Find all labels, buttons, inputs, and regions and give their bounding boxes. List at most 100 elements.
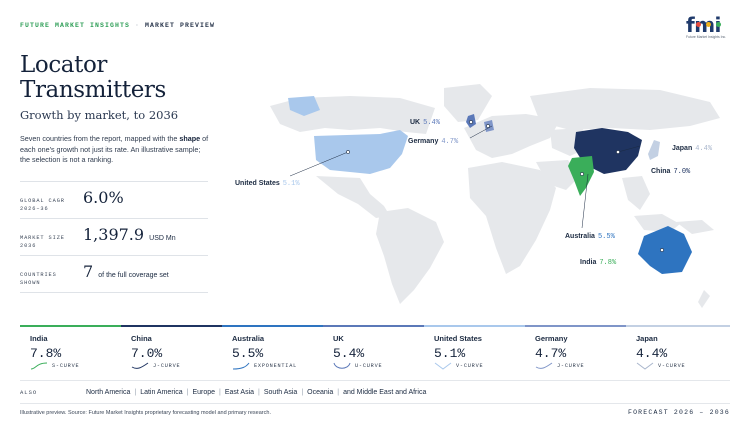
- card-cagr-value: 4.4%: [636, 346, 668, 361]
- leader-lines: [289, 125, 641, 229]
- title-line-2: Transmitters: [20, 77, 166, 103]
- description-pre: Seven countries from the report, mapped …: [20, 134, 180, 143]
- country-card-japan: Japan 4.4% V-CURVE: [626, 325, 730, 373]
- world-map-svg: [270, 84, 720, 308]
- card-cagr-value: 7.8%: [30, 346, 62, 361]
- card-country-name: Germany: [535, 334, 568, 343]
- top-bar: FUTURE MARKET INSIGHTS · MARKET PREVIEW: [20, 22, 215, 29]
- region-item: North America: [86, 389, 131, 396]
- stat-label: GLOBAL CAGR 2026–36: [20, 198, 65, 212]
- card-curve-type: S-CURVE: [52, 363, 80, 369]
- country-card-india: India 7.8% S-CURVE: [20, 325, 121, 373]
- fmi-logo: fmi Future Market Insights Inc.: [686, 13, 732, 42]
- card-accent-bar: [525, 325, 626, 327]
- card-curve-type: U-CURVE: [355, 363, 383, 369]
- j-curve-icon: [535, 362, 553, 369]
- country-card-australia: Australia 5.5% EXPONENTIAL: [222, 325, 323, 373]
- region-item: Oceania: [307, 389, 334, 396]
- j-curve-icon: [131, 362, 149, 369]
- stat-value: 7 of the full coverage set: [83, 262, 169, 281]
- card-country-name: Japan: [636, 334, 658, 343]
- stat-unit: USD Mn: [149, 235, 176, 242]
- card-country-name: China: [131, 334, 152, 343]
- map-label-australia: Australia 5.5%: [565, 233, 615, 241]
- stat-label: MARKET SIZE 2036: [20, 235, 65, 249]
- map-label-japan: Japan 4.4%: [672, 145, 713, 153]
- v-curve-icon: [636, 362, 654, 370]
- map-label-uk: UK 5.4%: [410, 119, 440, 127]
- title-line-1: Locator: [20, 52, 107, 78]
- card-country-name: India: [30, 334, 48, 343]
- card-accent-bar: [222, 325, 323, 327]
- also-label: ALSO: [20, 389, 38, 396]
- also-regions: ALSO North America | Latin America | Europe | E…: [20, 389, 427, 396]
- page-subtitle: Growth by market, to 2036: [20, 108, 179, 122]
- card-accent-bar: [424, 325, 525, 327]
- description: Seven countries from the report, mapped …: [20, 134, 210, 166]
- stat-label: COUNTRIES SHOWN: [20, 272, 57, 286]
- country-card-united-states: United States 5.1% V-CURVE: [424, 325, 525, 373]
- page-title: Locator Transmitters: [20, 53, 166, 103]
- country-strip: India 7.8% S-CURVE China 7.0% J-CURVE Au…: [20, 325, 730, 373]
- footer-note: Illustrative preview. Source: Future Mar…: [20, 410, 271, 416]
- card-cagr-value: 5.4%: [333, 346, 365, 361]
- region-item: Europe: [192, 389, 216, 396]
- stat-divider: [20, 292, 208, 293]
- card-cagr-value: 5.5%: [232, 346, 264, 361]
- card-cagr-value: 7.0%: [131, 346, 163, 361]
- card-accent-bar: [626, 325, 730, 327]
- header-separator: ·: [135, 22, 141, 29]
- card-curve-type: V-CURVE: [456, 363, 484, 369]
- v-curve-icon: [434, 362, 452, 370]
- also-divider: [20, 380, 730, 381]
- card-accent-bar: [20, 325, 121, 327]
- card-cagr-value: 4.7%: [535, 346, 567, 361]
- map-alaska: [288, 96, 320, 116]
- map-label-india: India 7.8%: [580, 259, 617, 267]
- region-item: and Middle East and Africa: [343, 389, 427, 396]
- map-label-united-states: United States 5.1%: [235, 180, 300, 188]
- card-accent-bar: [121, 325, 222, 327]
- logo-text: fmi: [686, 13, 721, 37]
- footer-divider: [20, 403, 730, 404]
- stat-value: 6.0%: [83, 188, 124, 207]
- map-india: [568, 156, 594, 196]
- stat-unit: of the full coverage set: [98, 272, 169, 279]
- card-country-name: United States: [434, 334, 482, 343]
- description-post: of each one's growth not just its rate. …: [20, 134, 209, 164]
- region-item: Latin America: [140, 389, 183, 396]
- u-curve-icon: [333, 362, 351, 369]
- section-name: MARKET PREVIEW: [145, 22, 216, 29]
- country-card-china: China 7.0% J-CURVE: [121, 325, 222, 373]
- country-card-uk: UK 5.4% U-CURVE: [323, 325, 424, 373]
- logo-subtext: Future Market Insights Inc.: [686, 35, 727, 39]
- map-united-states: [314, 130, 408, 174]
- stat-countries-shown: COUNTRIES SHOWN 7 of the full coverage se…: [20, 255, 208, 292]
- map-australia: [638, 226, 692, 274]
- map-label-germany: Germany 4.7%: [408, 138, 459, 146]
- card-curve-type: EXPONENTIAL: [254, 363, 298, 369]
- card-curve-type: J-CURVE: [557, 363, 585, 369]
- region-item: South Asia: [263, 389, 298, 396]
- land-masses: [270, 84, 720, 308]
- description-bold: shape: [179, 134, 201, 143]
- forecast-period: FORECAST 2026 – 2036: [627, 409, 730, 416]
- region-item: East Asia: [224, 389, 255, 396]
- exponential-curve-icon: [232, 362, 250, 370]
- card-accent-bar: [323, 325, 424, 327]
- world-map: UK 5.4% Germany 4.7% United States 5.1% Jap…: [230, 76, 730, 316]
- brand-name: FUTURE MARKET INSIGHTS: [20, 22, 131, 29]
- card-curve-type: V-CURVE: [658, 363, 686, 369]
- stat-market-size: MARKET SIZE 2036 1,397.9 USD Mn: [20, 218, 208, 255]
- map-japan: [648, 140, 660, 160]
- card-cagr-value: 5.1%: [434, 346, 466, 361]
- country-card-germany: Germany 4.7% J-CURVE: [525, 325, 626, 373]
- logo-dots: [696, 14, 726, 32]
- card-country-name: Australia: [232, 334, 265, 343]
- card-curve-type: J-CURVE: [153, 363, 181, 369]
- stat-global-cagr: GLOBAL CAGR 2026–36 6.0%: [20, 181, 208, 218]
- stat-value: 1,397.9 USD Mn: [83, 225, 176, 244]
- s-curve-icon: [30, 362, 48, 370]
- marker-dots: [346, 120, 664, 252]
- map-label-china: China 7.0%: [651, 168, 691, 176]
